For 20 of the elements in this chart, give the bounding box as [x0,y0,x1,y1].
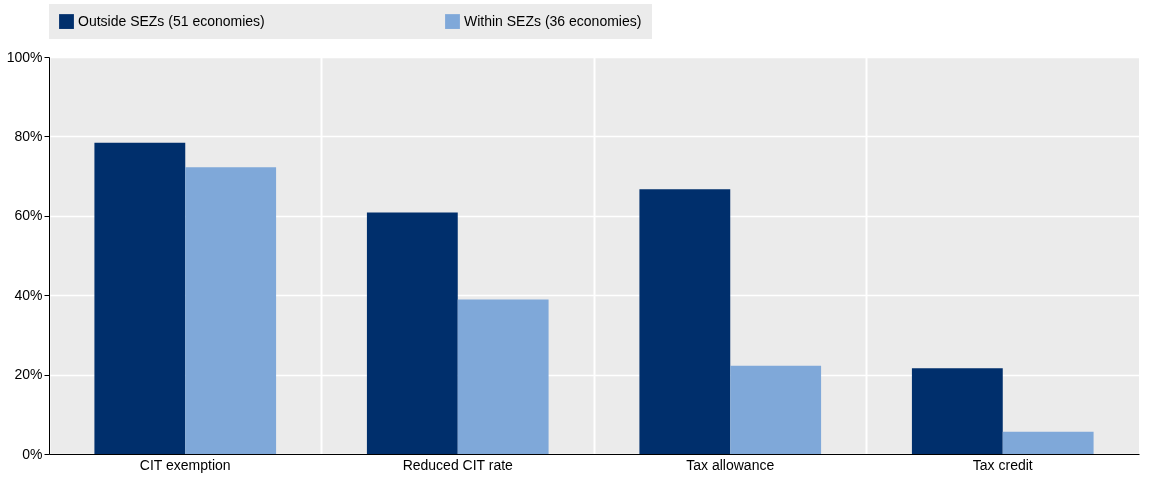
y-tick-label: 60% [14,207,43,224]
bar [1002,431,1094,454]
x-tick-label: Tax allowance [686,456,775,473]
y-tick-label: 100% [6,48,43,65]
x-tick-label: Reduced CIT rate [402,456,514,473]
bar [94,142,186,454]
bar [185,167,277,454]
x-tick-label: CIT exemption [139,456,231,473]
bar [366,212,458,454]
bar [639,189,731,454]
y-tick-label: 0% [22,445,43,462]
y-tick-label: 20% [14,366,43,383]
bar [457,299,549,454]
bar [911,368,1003,454]
x-tick-label: Tax credit [972,456,1033,473]
legend-label: Outside SEZs (51 economies) [78,12,265,29]
legend-label: Within SEZs (36 economies) [464,12,642,29]
bar [730,365,822,454]
y-tick-label: 80% [14,127,43,144]
y-tick-label: 40% [14,286,43,303]
